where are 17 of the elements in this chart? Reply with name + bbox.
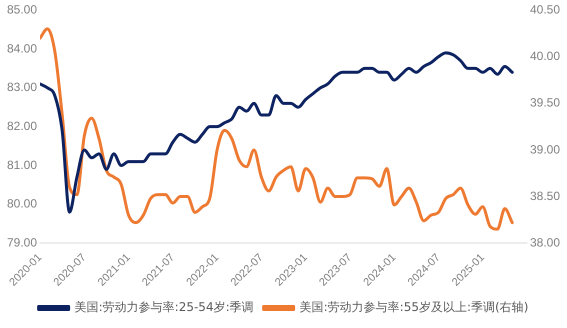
y2-tick-label: 38.00	[530, 235, 560, 250]
y2-tick-label: 38.50	[530, 188, 560, 203]
y-tick-label: 82.00	[7, 118, 38, 133]
y2-tick-label: 40.00	[530, 49, 560, 64]
y2-tick-label: 40.50	[530, 2, 560, 17]
y-tick-label: 85.00	[7, 2, 38, 17]
y2-tick-label: 39.50	[530, 96, 560, 110]
y-tick-label: 84.00	[7, 41, 38, 56]
line-series	[40, 51, 514, 214]
legend-label: 美国:劳动力参与率:25-54岁:季调	[74, 300, 254, 314]
y-tick-label: 80.00	[7, 196, 38, 211]
y-tick-label: 79.00	[7, 235, 38, 250]
legend-label: 美国:劳动力参与率:55岁及以上:季调(右轴)	[300, 300, 528, 314]
y-tick-label: 83.00	[7, 80, 38, 94]
y2-tick-label: 39.00	[530, 142, 560, 156]
y-tick-label: 81.00	[7, 158, 38, 172]
line-series	[40, 27, 514, 231]
